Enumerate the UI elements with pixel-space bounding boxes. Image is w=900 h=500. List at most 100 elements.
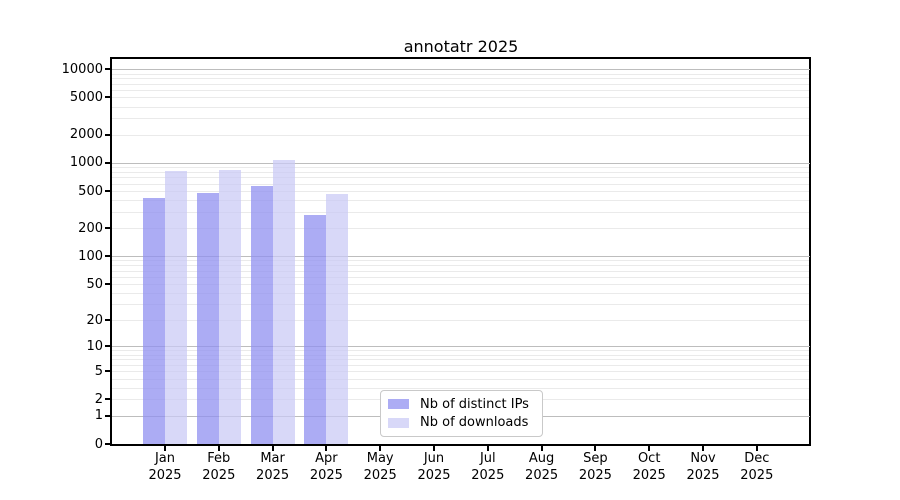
minor-gridline bbox=[112, 387, 810, 389]
plot-area bbox=[112, 58, 810, 444]
minor-gridline bbox=[112, 371, 810, 373]
y-tick-label: 100 bbox=[78, 248, 103, 264]
y-tick-label: 200 bbox=[78, 220, 103, 236]
y-axis-left-spine bbox=[110, 57, 112, 446]
x-tick-mark bbox=[433, 446, 435, 451]
y-tick-mark bbox=[105, 68, 111, 71]
major-gridline bbox=[112, 256, 810, 258]
y-tick-label: 1000 bbox=[69, 155, 103, 171]
legend-label-distinct-ips: Nb of distinct IPs bbox=[420, 396, 529, 412]
minor-gridline bbox=[112, 276, 810, 278]
y-tick-mark bbox=[105, 414, 111, 417]
bar-distinct-ips-mar bbox=[250, 186, 273, 444]
y-axis-right-spine bbox=[809, 57, 811, 446]
legend-swatch-distinct-ips bbox=[388, 399, 409, 410]
bar-downloads-mar bbox=[272, 160, 295, 444]
minor-gridline bbox=[112, 350, 810, 352]
y-tick-label: 20 bbox=[86, 312, 103, 328]
minor-gridline bbox=[112, 260, 810, 262]
y-tick-mark bbox=[105, 133, 111, 136]
bar-downloads-jan bbox=[165, 170, 187, 444]
legend-item-downloads: Nb of downloads bbox=[388, 415, 542, 430]
y-tick-label: 500 bbox=[78, 183, 103, 199]
bar-downloads-apr bbox=[326, 194, 349, 444]
x-tick-label: Nov 2025 bbox=[686, 451, 720, 483]
legend-item-distinct-ips: Nb of distinct IPs bbox=[388, 397, 542, 412]
x-tick-label: Apr 2025 bbox=[309, 451, 343, 483]
legend-label-downloads: Nb of downloads bbox=[420, 415, 529, 431]
x-tick-label: Aug 2025 bbox=[525, 451, 559, 483]
minor-gridline bbox=[112, 73, 810, 75]
y-tick-mark bbox=[105, 161, 111, 164]
x-tick-mark bbox=[540, 446, 543, 451]
minor-gridline bbox=[112, 171, 810, 173]
x-tick-mark bbox=[594, 446, 597, 451]
y-tick-label: 0 bbox=[94, 436, 103, 452]
y-tick-label: 5000 bbox=[69, 89, 103, 105]
y-tick-mark bbox=[105, 398, 111, 401]
x-tick-label: Mar 2025 bbox=[256, 451, 290, 483]
x-axis-bottom-spine bbox=[110, 444, 811, 446]
minor-gridline bbox=[112, 200, 810, 202]
minor-gridline bbox=[112, 183, 810, 185]
minor-gridline bbox=[112, 83, 810, 85]
x-tick-label: Jul 2025 bbox=[471, 451, 505, 483]
y-tick-label: 10000 bbox=[61, 61, 103, 77]
minor-gridline bbox=[112, 191, 810, 192]
legend-swatch-downloads bbox=[388, 417, 409, 428]
x-tick-mark bbox=[271, 446, 274, 451]
x-tick-label: Dec 2025 bbox=[740, 451, 774, 483]
minor-gridline bbox=[112, 90, 810, 91]
y-tick-mark bbox=[105, 227, 111, 230]
y-tick-label: 50 bbox=[86, 276, 103, 292]
minor-gridline bbox=[112, 228, 810, 230]
x-tick-mark bbox=[755, 446, 758, 451]
major-gridline bbox=[112, 162, 810, 164]
legend: Nb of distinct IPs Nb of downloads bbox=[380, 390, 543, 437]
minor-gridline bbox=[112, 378, 810, 380]
major-gridline bbox=[112, 346, 810, 348]
minor-gridline bbox=[112, 118, 810, 120]
minor-gridline bbox=[112, 78, 810, 80]
x-tick-label: Feb 2025 bbox=[202, 451, 236, 483]
minor-gridline bbox=[112, 284, 810, 285]
y-tick-mark bbox=[105, 319, 111, 322]
minor-gridline bbox=[112, 320, 810, 322]
x-tick-mark bbox=[164, 446, 166, 451]
x-tick-mark bbox=[702, 446, 704, 451]
minor-gridline bbox=[112, 106, 810, 108]
minor-gridline bbox=[112, 354, 810, 356]
x-axis-top-spine bbox=[110, 57, 811, 59]
minor-gridline bbox=[112, 359, 810, 361]
y-tick-label: 5 bbox=[94, 363, 103, 379]
minor-gridline bbox=[112, 270, 810, 272]
x-tick-label: Jan 2025 bbox=[148, 451, 182, 483]
x-tick-mark bbox=[486, 446, 489, 451]
x-tick-label: Oct 2025 bbox=[632, 451, 666, 483]
y-tick-mark bbox=[105, 96, 111, 99]
x-tick-label: Sep 2025 bbox=[578, 451, 612, 483]
bar-distinct-ips-jan bbox=[143, 198, 165, 444]
y-tick-label: 1 bbox=[94, 408, 103, 424]
y-tick-mark bbox=[105, 283, 111, 285]
y-tick-mark bbox=[105, 255, 111, 258]
x-tick-label: May 2025 bbox=[363, 451, 397, 483]
x-tick-mark bbox=[648, 446, 651, 451]
minor-gridline bbox=[112, 97, 810, 99]
bar-distinct-ips-apr bbox=[304, 214, 327, 444]
y-tick-label: 10 bbox=[86, 338, 103, 354]
x-tick-mark bbox=[379, 446, 382, 451]
y-tick-mark bbox=[105, 345, 111, 348]
chart-title: annotatr 2025 bbox=[403, 37, 519, 56]
x-tick-mark bbox=[217, 446, 220, 451]
y-tick-mark bbox=[105, 370, 111, 373]
minor-gridline bbox=[112, 134, 810, 136]
minor-gridline bbox=[112, 177, 810, 179]
minor-gridline bbox=[112, 364, 810, 366]
x-tick-mark bbox=[325, 446, 328, 451]
major-gridline bbox=[112, 69, 810, 71]
minor-gridline bbox=[112, 167, 810, 169]
y-tick-mark bbox=[105, 443, 111, 445]
bar-distinct-ips-feb bbox=[196, 192, 219, 444]
